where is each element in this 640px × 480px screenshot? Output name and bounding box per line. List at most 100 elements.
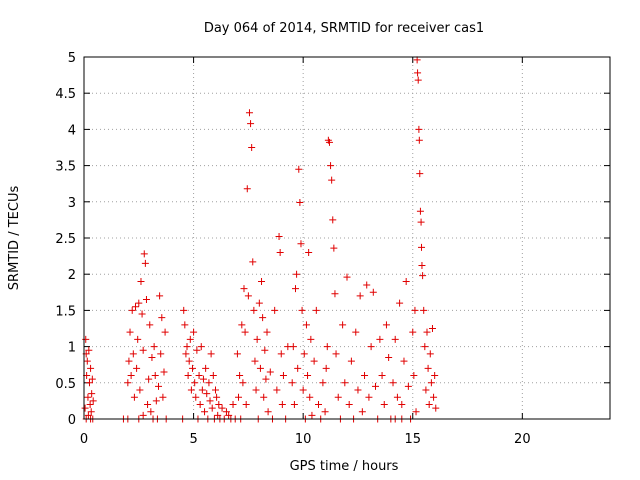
- data-point: [201, 408, 209, 416]
- data-point: [295, 165, 303, 173]
- data-point: [419, 272, 427, 280]
- y-tick-label: 0: [68, 413, 76, 428]
- data-point: [87, 364, 95, 372]
- data-point: [242, 401, 250, 409]
- data-point: [411, 306, 419, 314]
- data-point: [414, 69, 422, 77]
- data-point: [367, 343, 375, 351]
- data-point: [250, 306, 258, 314]
- data-point: [288, 379, 296, 387]
- data-point: [186, 335, 194, 343]
- data-point: [240, 285, 248, 293]
- data-point: [141, 259, 149, 267]
- data-point: [363, 281, 371, 289]
- data-point: [86, 401, 94, 409]
- data-point: [345, 401, 353, 409]
- data-point: [136, 386, 144, 394]
- data-point: [293, 270, 301, 278]
- data-point: [145, 375, 153, 383]
- data-point: [88, 375, 96, 383]
- x-tick-label: 0: [80, 432, 88, 447]
- y-tick-label: 3: [68, 196, 76, 211]
- data-point: [410, 372, 418, 380]
- data-point: [378, 372, 386, 380]
- y-tick-label: 2: [68, 268, 76, 283]
- data-point: [209, 372, 217, 380]
- data-point: [354, 386, 362, 394]
- data-point: [222, 408, 230, 416]
- data-point: [271, 306, 279, 314]
- data-point: [266, 368, 274, 376]
- data-point: [262, 375, 270, 383]
- data-point: [418, 243, 426, 251]
- data-point: [332, 350, 340, 358]
- data-point: [426, 350, 434, 358]
- x-tick-label: 5: [189, 432, 197, 447]
- data-point: [299, 386, 307, 394]
- data-point: [249, 258, 257, 266]
- data-point: [192, 393, 200, 401]
- data-point: [182, 350, 190, 358]
- data-point: [87, 408, 95, 416]
- data-point: [304, 372, 312, 380]
- data-point: [196, 401, 204, 409]
- data-point: [138, 310, 146, 318]
- data-point: [414, 76, 422, 84]
- data-point: [183, 343, 191, 351]
- data-point: [191, 379, 199, 387]
- data-point: [190, 328, 198, 336]
- data-point: [312, 306, 320, 314]
- data-point: [236, 372, 244, 380]
- data-point: [289, 343, 297, 351]
- data-point: [432, 404, 440, 412]
- data-point: [195, 372, 203, 380]
- data-point: [415, 136, 423, 144]
- data-points: [81, 56, 440, 423]
- data-point: [142, 296, 150, 304]
- data-point: [130, 393, 138, 401]
- data-point: [276, 248, 284, 256]
- data-point: [306, 393, 314, 401]
- data-point: [148, 353, 156, 361]
- data-point: [334, 393, 342, 401]
- data-point: [400, 357, 408, 365]
- data-point: [129, 350, 137, 358]
- data-point: [137, 277, 145, 285]
- data-point: [233, 350, 241, 358]
- data-point: [256, 364, 264, 372]
- data-point: [422, 386, 430, 394]
- data-point: [291, 285, 299, 293]
- data-point: [417, 218, 425, 226]
- data-point: [247, 120, 255, 128]
- data-point: [185, 357, 193, 365]
- data-point: [371, 382, 379, 390]
- data-point: [325, 138, 333, 146]
- data-point: [88, 390, 96, 398]
- data-point: [214, 411, 222, 419]
- data-point: [252, 386, 260, 394]
- x-tick-label: 15: [404, 432, 421, 447]
- plot-frame: [83, 56, 611, 420]
- data-point: [205, 379, 213, 387]
- data-point: [235, 393, 243, 401]
- data-point: [263, 328, 271, 336]
- data-point: [84, 393, 92, 401]
- data-point: [125, 357, 133, 365]
- data-point: [260, 393, 268, 401]
- data-point: [297, 240, 305, 248]
- data-point: [420, 306, 428, 314]
- x-axis-title: GPS time / hours: [290, 459, 399, 474]
- y-tick-label: 3.5: [55, 160, 76, 175]
- data-point: [218, 404, 226, 412]
- data-point: [155, 382, 163, 390]
- data-point: [146, 321, 154, 329]
- y-tick-label: 1: [68, 341, 76, 356]
- data-point: [245, 109, 253, 117]
- data-point: [128, 306, 136, 314]
- data-point: [159, 393, 167, 401]
- x-tick-label: 10: [295, 432, 312, 447]
- data-point: [127, 372, 135, 380]
- data-point: [188, 364, 196, 372]
- data-point: [389, 379, 397, 387]
- data-point: [207, 350, 215, 358]
